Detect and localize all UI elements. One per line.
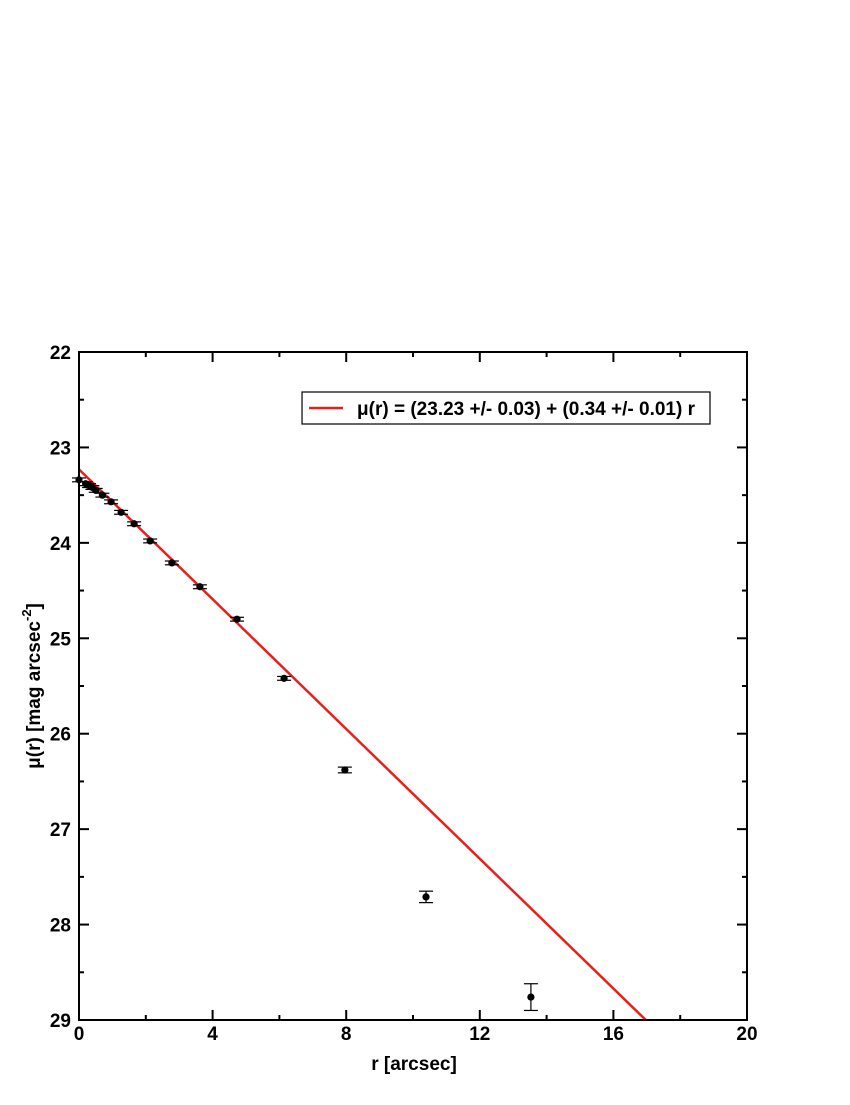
x-tick-label: 20	[736, 1024, 757, 1045]
point	[422, 893, 430, 901]
y-axis-label-end: ]	[24, 603, 45, 609]
y-tick-label: 27	[50, 820, 71, 841]
x-tick-label: 12	[469, 1024, 490, 1045]
y-tick-label: 22	[50, 343, 71, 364]
x-tick-label: 16	[603, 1024, 624, 1045]
legend: μ(r) = (23.23 +/- 0.03) + (0.34 +/- 0.01…	[301, 391, 711, 425]
point	[146, 537, 154, 545]
x-tick-label: 4	[207, 1024, 218, 1045]
point	[196, 583, 204, 591]
y-tick-label: 23	[50, 438, 71, 459]
point	[233, 615, 241, 623]
point	[92, 486, 100, 494]
point	[280, 674, 288, 682]
y-axis-label-main: μ(r) [mag arcsec	[24, 621, 45, 769]
point	[130, 520, 138, 528]
legend-box	[301, 391, 711, 425]
legend-label: μ(r) = (23.23 +/- 0.03) + (0.34 +/- 0.01…	[357, 399, 696, 420]
point	[117, 508, 125, 516]
x-tick-label: 8	[341, 1024, 352, 1045]
plot-frame	[78, 351, 748, 1021]
point	[168, 559, 176, 567]
point	[107, 498, 115, 506]
point	[98, 491, 106, 499]
y-axis-label: μ(r) [mag arcsec-2]	[19, 603, 45, 769]
y-tick-label: 28	[50, 916, 71, 937]
y-axis-label-sup: -2	[19, 609, 34, 621]
x-axis-label: r [arcsec]	[371, 1054, 457, 1075]
y-tick-label: 25	[50, 629, 72, 650]
y-tick-label: 29	[50, 1011, 71, 1032]
y-tick-label: 26	[50, 725, 71, 746]
y-tick-label: 24	[50, 534, 72, 555]
point	[341, 766, 349, 774]
point	[527, 993, 535, 1001]
x-tick-label: 0	[74, 1024, 85, 1045]
fit-line	[79, 468, 647, 1020]
